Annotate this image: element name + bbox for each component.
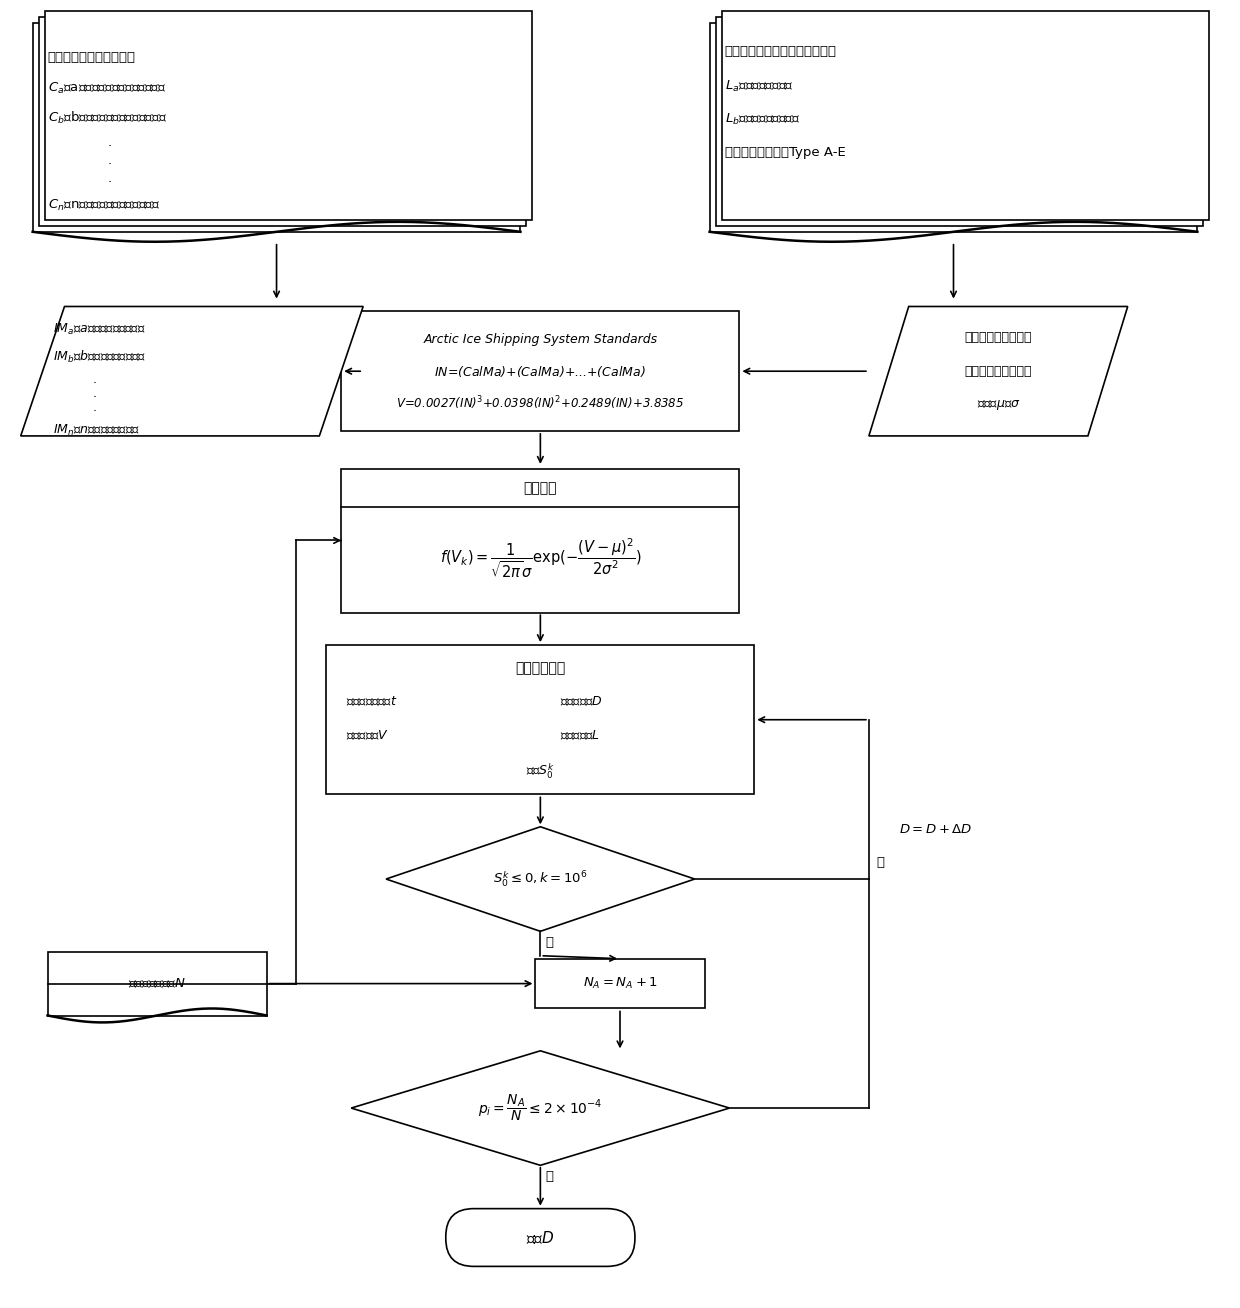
Text: 征值：$\mu$和$\sigma$: 征值：$\mu$和$\sigma$ [977,398,1021,412]
Text: 应急决策时间：$t$: 应急决策时间：$t$ [346,695,398,709]
Text: 是: 是 [546,1169,553,1182]
Text: $C_a$：a类海冰的密集度（十进制）；: $C_a$：a类海冰的密集度（十进制）； [47,81,166,95]
Bar [326,645,754,794]
Polygon shape [386,827,694,931]
Text: 速度分布: 速度分布 [523,481,557,494]
Text: 船舶长度：$L$: 船舶长度：$L$ [560,729,600,743]
Text: 否: 否 [877,855,885,869]
Text: $D=D+\Delta D$: $D=D+\Delta D$ [899,823,972,836]
Text: 船舶速度：$V$: 船舶速度：$V$ [346,729,389,743]
Text: ·: · [108,177,112,190]
Text: ·: · [92,405,97,419]
Text: ·: · [92,391,97,404]
Text: $IM_a$：a类海冰的冰乘数值；: $IM_a$：a类海冰的冰乘数值； [52,322,145,336]
Bar [536,959,704,1008]
Bar [709,22,1198,232]
Bar [341,311,739,430]
Polygon shape [21,306,363,436]
Text: 交通仿真创建: 交通仿真创建 [516,661,565,675]
Bar [715,17,1203,226]
Text: 船舶航行速度分布特: 船舶航行速度分布特 [965,365,1032,378]
Text: 交通仿真次数：$N$: 交通仿真次数：$N$ [128,977,186,990]
Text: ·: · [108,158,112,171]
Text: $L_b$：被护航船的船长；: $L_b$：被护航船的船长； [724,112,800,127]
Text: $C_b$：b类海冰的密集度（十进制）；: $C_b$：b类海冰的密集度（十进制）； [47,110,166,127]
Text: ·: · [108,140,112,153]
Text: $C_n$：n类海冰的密集度（十进制）: $C_n$：n类海冰的密集度（十进制） [47,198,160,213]
Text: $L_a$：破冰船的船长；: $L_a$：破冰船的船长； [724,78,794,94]
Text: Arctic Ice Shipping System Standards: Arctic Ice Shipping System Standards [423,332,657,345]
Bar [47,952,267,1016]
Text: $V$=0.0027($IN$)$^3$+0.0398($IN$)$^2$+0.2489($IN$)+3.8385: $V$=0.0027($IN$)$^3$+0.0398($IN$)$^2$+0.… [397,394,684,412]
Text: 是: 是 [546,935,553,948]
Text: $S_0^k\leq0,k=10^6$: $S_0^k\leq0,k=10^6$ [494,870,588,888]
Polygon shape [351,1050,729,1165]
Bar [722,10,1209,220]
Text: $IN$=($CalMa$)+($CalMa$)+...+($CalMa$): $IN$=($CalMa$)+($CalMa$)+...+($CalMa$) [434,364,646,379]
FancyBboxPatch shape [446,1209,635,1266]
Text: $p_i=\dfrac{N_A}{N}\leq2\times10^{-4}$: $p_i=\dfrac{N_A}{N}\leq2\times10^{-4}$ [479,1092,603,1124]
Bar [32,22,521,232]
Text: 计算$S_0^k$: 计算$S_0^k$ [526,761,554,781]
Text: ·: · [92,377,97,390]
Text: 收集处理海冰环境数据：: 收集处理海冰环境数据： [47,51,135,64]
Text: $IM_b$：b类海冰的冰乘数值；: $IM_b$：b类海冰的冰乘数值； [52,349,145,365]
Text: 提取破冰船护航下的: 提取破冰船护航下的 [965,331,1032,344]
Text: 初始距离：$D$: 初始距离：$D$ [560,695,603,709]
Text: 被护航船的冰级：Type A-E: 被护航船的冰级：Type A-E [724,146,846,160]
Polygon shape [869,306,1127,436]
Bar [45,10,532,220]
Bar [341,468,739,613]
Text: $N_A=N_A+1$: $N_A=N_A+1$ [583,976,657,991]
Text: $IM_n$：n类海冰的冰乘数值: $IM_n$：n类海冰的冰乘数值 [52,422,139,438]
Text: $f(V_k) = \dfrac{1}{\sqrt{2\pi}\sigma}\mathrm{exp}(-\dfrac{(V-\mu)^2}{2\sigma^2}: $f(V_k) = \dfrac{1}{\sqrt{2\pi}\sigma}\m… [440,536,641,579]
Text: 输出$D$: 输出$D$ [526,1230,554,1247]
Text: 收集破冰船和被护航船舶信息：: 收集破冰船和被护航船舶信息： [724,44,837,58]
Bar [38,17,527,226]
